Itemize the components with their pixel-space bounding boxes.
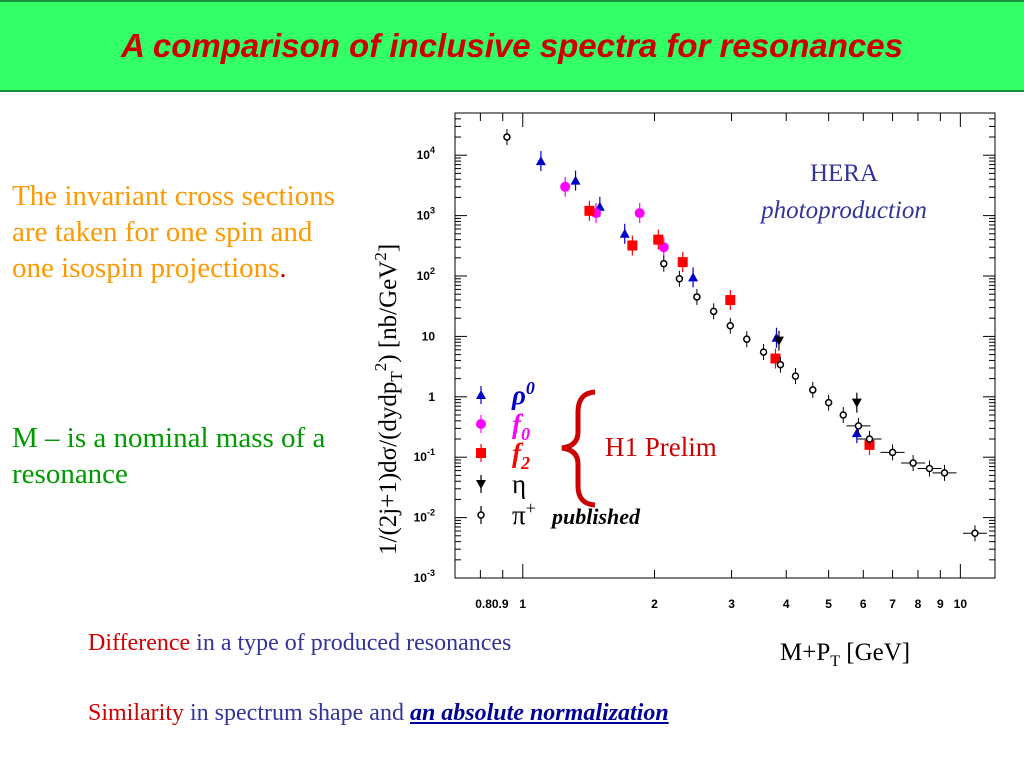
y-tick-label: 102: [417, 266, 435, 283]
x-tick-label: 1: [519, 597, 526, 611]
legend-entry: ρ0: [476, 378, 535, 410]
data-point: [726, 322, 735, 330]
legend-marker: [476, 390, 486, 399]
data-point: [851, 398, 862, 408]
data-point: [570, 175, 581, 185]
y-tick-label: 10-1: [414, 447, 435, 464]
slide-title: A comparison of inclusive spectra for re…: [121, 27, 903, 64]
x-tick-label: 7: [889, 597, 896, 611]
x-tick-label: 2: [651, 597, 658, 611]
legend-entry: f0: [476, 409, 530, 444]
difference-word: Difference: [88, 630, 191, 656]
data-point: [627, 240, 638, 251]
explanation-text-body: The invariant cross sections are taken f…: [12, 180, 335, 284]
x-tick-label: 9: [937, 597, 944, 611]
title-bar: A comparison of inclusive spectra for re…: [0, 0, 1024, 92]
x-tick-label: 4: [783, 597, 790, 611]
data-point: [688, 272, 699, 282]
legend-marker: [476, 480, 486, 489]
data-point: [770, 353, 781, 364]
data-point: [660, 259, 668, 268]
x-tick-label: 10: [954, 597, 968, 611]
series-triangle-down: [773, 330, 862, 413]
y-tick-label: 1: [428, 390, 435, 404]
x-tick-label: 8: [915, 597, 922, 611]
y-axis-label: 1/(2j+1)dσ/(dydpT2) [nb/GeV2]: [371, 244, 406, 555]
chart-points: [503, 129, 987, 542]
legend-marker: [476, 448, 486, 458]
chart-frame: [454, 112, 996, 579]
data-point: [709, 307, 718, 316]
y-tick-label: 104: [417, 145, 435, 162]
data-point: [865, 435, 874, 443]
y-tick-label: 10: [422, 329, 436, 343]
y-tick-label: 103: [417, 206, 435, 223]
data-point: [675, 275, 684, 283]
data-point: [776, 360, 785, 369]
legend-label: ρ0: [511, 378, 535, 410]
explanation-text: The invariant cross sections are taken f…: [12, 178, 352, 286]
h1-bracket: [561, 389, 596, 508]
data-point: [619, 228, 630, 238]
data-point: [854, 422, 863, 430]
similarity-line: Similarity in spectrum shape and an abso…: [88, 700, 669, 727]
explanation-period: .: [279, 252, 287, 284]
data-point: [791, 372, 800, 380]
legend-entry: η: [476, 469, 526, 499]
x-axis-label: M+PT [GeV]: [780, 639, 910, 670]
data-point: [535, 156, 546, 166]
data-point: [773, 336, 784, 346]
series-circle: [560, 176, 669, 258]
legend-label: η: [512, 469, 526, 499]
mass-definition-text: M – is a nominal mass of a resonance: [12, 422, 326, 490]
data-point: [634, 208, 645, 219]
data-point: [725, 295, 736, 306]
legend-marker: [477, 511, 485, 519]
data-point: [940, 469, 949, 477]
hera-label: HERA: [810, 160, 878, 187]
y-tick-label: 10-3: [414, 568, 435, 585]
data-point: [888, 448, 897, 457]
published-label: published: [550, 504, 641, 529]
data-point: [759, 348, 768, 356]
plot-frame: [454, 112, 996, 579]
data-point: [560, 181, 571, 192]
data-point: [925, 464, 934, 473]
data-point: [909, 459, 917, 467]
data-point: [693, 293, 701, 301]
data-point: [677, 257, 688, 268]
x-tick-label: 0.80.9: [475, 597, 509, 611]
legend-marker: [476, 419, 486, 429]
data-point: [839, 411, 848, 419]
series-open-circle: [503, 129, 987, 542]
x-tick-label: 5: [825, 597, 832, 611]
x-tick-label: 6: [860, 597, 867, 611]
data-point: [743, 335, 751, 343]
similarity-emphasis: an absolute normalization: [409, 700, 669, 726]
similarity-rest: in spectrum shape and: [184, 700, 410, 726]
h1-prelim-label: H1 Prelim: [605, 432, 717, 462]
difference-line: Difference in a type of produced resonan…: [88, 630, 511, 657]
y-tick-label: 10-2: [414, 508, 435, 525]
similarity-word: Similarity: [88, 700, 184, 726]
data-point: [584, 205, 595, 216]
data-point: [971, 529, 979, 538]
data-point: [809, 386, 817, 394]
data-point: [824, 398, 833, 407]
legend-label: π+: [512, 498, 536, 530]
data-point: [653, 234, 664, 245]
data-point: [658, 242, 669, 253]
data-point: [503, 133, 511, 141]
data-point: [851, 428, 862, 438]
x-tick-label: 3: [728, 597, 735, 611]
legend-entry: π+: [477, 498, 536, 530]
photoproduction-label: photoproduction: [759, 197, 927, 224]
difference-rest: in a type of produced resonances: [190, 630, 512, 656]
